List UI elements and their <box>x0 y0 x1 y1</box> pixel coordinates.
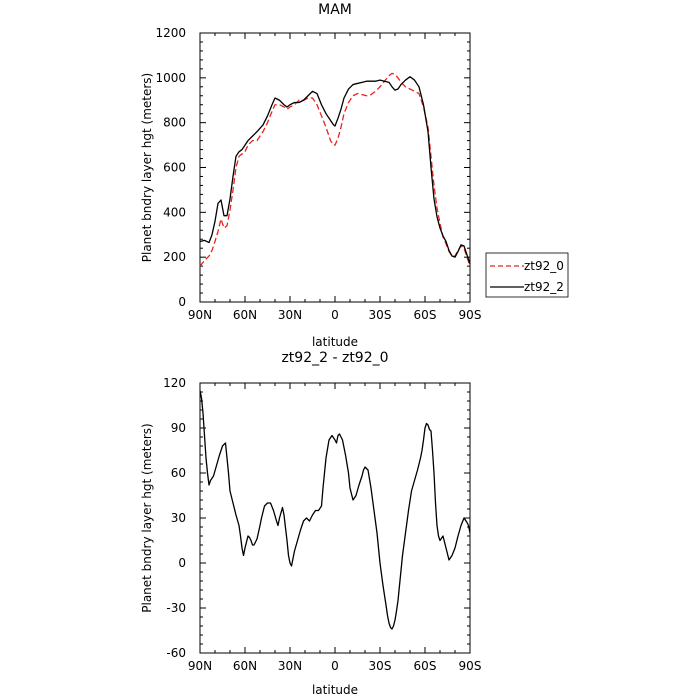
top-x-tick-label: 0 <box>331 308 339 322</box>
top-x-tick-label: 30S <box>369 308 392 322</box>
bottom-x-tick-label: 90N <box>188 659 212 673</box>
bottom-x-tick-label: 30N <box>278 659 302 673</box>
bottom-y-tick-label: 60 <box>171 466 186 480</box>
bottom-x-tick-label: 30S <box>369 659 392 673</box>
bottom-x-tick-label: 60N <box>233 659 257 673</box>
bottom-y-tick-label: -60 <box>166 646 186 660</box>
top-y-tick-label: 0 <box>178 295 186 309</box>
bottom-x-tick-label: 90S <box>459 659 482 673</box>
top-x-tick-label: 60N <box>233 308 257 322</box>
series-zt92-2-line <box>199 76 471 265</box>
top-y-tick-label: 800 <box>163 116 186 130</box>
top-x-tick-label: 60S <box>414 308 437 322</box>
bottom-panel: zt92_2 - zt92_0 90N 60N 30N 0 30S 60S 90S -60 -3… <box>140 350 481 697</box>
top-panel: MAM 90N 60N 30N 0 30S 60S 90S 0 200 400 600 800 1000… <box>140 2 481 349</box>
top-y-tick-label: 1200 <box>155 26 186 40</box>
top-chart-title: MAM <box>318 2 352 18</box>
top-x-tick-label: 90N <box>188 308 212 322</box>
top-plot-area: 90N 60N 30N 0 30S 60S 90S 0 200 400 600 800 1000 1200 <box>155 26 481 322</box>
bottom-series-line <box>199 390 471 630</box>
bottom-y-tick-label: 30 <box>171 511 186 525</box>
bottom-y-tick-label: 90 <box>171 421 186 435</box>
legend: zt92_0 zt92_2 <box>485 252 569 298</box>
top-x-tick-label: 90S <box>459 308 482 322</box>
bottom-x-axis-label: latitude <box>312 683 358 697</box>
top-y-tick-label: 200 <box>163 250 186 264</box>
legend-label-zt92-2: zt92_2 <box>524 280 564 294</box>
bottom-chart-title: zt92_2 - zt92_0 <box>281 350 388 366</box>
top-plot-frame <box>199 32 471 303</box>
top-x-tick-label: 30N <box>278 308 302 322</box>
bottom-plot-area: 90N 60N 30N 0 30S 60S 90S -60 -30 0 30 60 90 120 <box>163 376 481 673</box>
bottom-x-tick-label: 60S <box>414 659 437 673</box>
top-y-tick-label: 600 <box>163 161 186 175</box>
top-x-axis-label: latitude <box>312 335 358 349</box>
top-y-tick-label: 400 <box>163 205 186 219</box>
bottom-plot-frame <box>199 382 471 654</box>
bottom-y-tick-label: -30 <box>166 601 186 615</box>
bottom-x-tick-label: 0 <box>331 659 339 673</box>
legend-box <box>485 252 569 298</box>
top-y-axis-label: Planet bndry layer hgt (meters) <box>140 73 154 263</box>
bottom-y-tick-label: 0 <box>178 556 186 570</box>
top-y-tick-label: 1000 <box>155 71 186 85</box>
bottom-y-axis-label: Planet bndry layer hgt (meters) <box>140 423 154 613</box>
bottom-y-tick-label: 120 <box>163 376 186 390</box>
legend-label-zt92-0: zt92_0 <box>524 259 564 273</box>
series-zt92-0-line <box>199 72 471 267</box>
